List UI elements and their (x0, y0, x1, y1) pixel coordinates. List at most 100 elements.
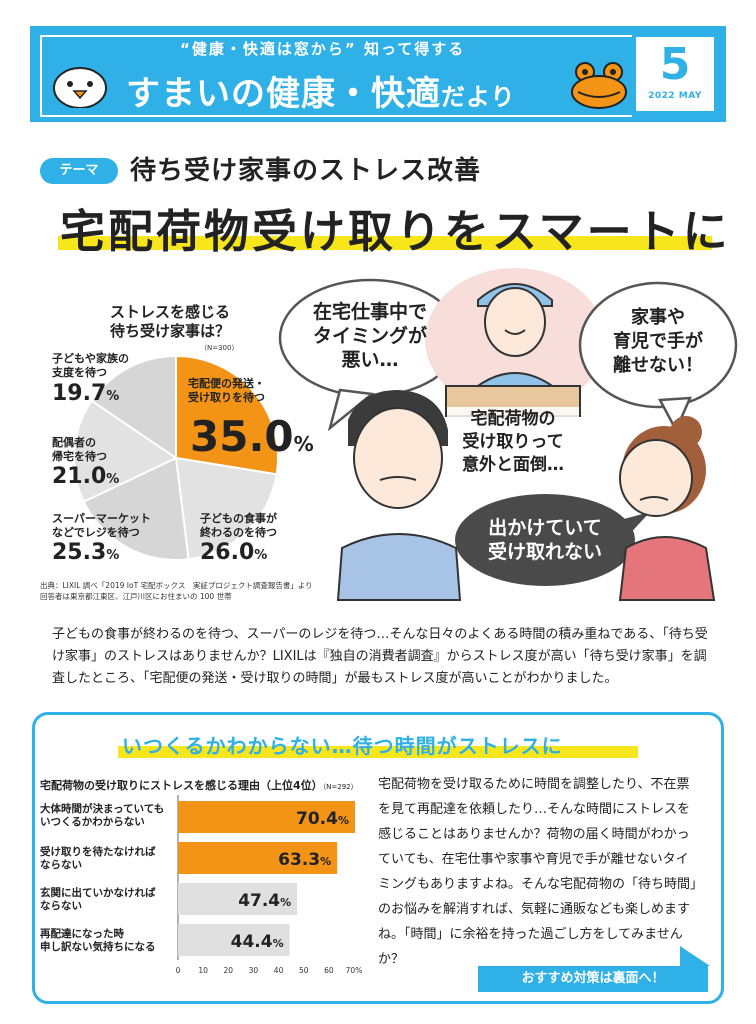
bubble-line: 離せない！ (613, 355, 703, 376)
pie-slice (175, 354, 279, 476)
issue-month-box: 5 2022 MAY (634, 35, 716, 113)
bubble-line: 受け取りって (462, 432, 564, 452)
intro-paragraph: 子どもの食事が終わるのを待つ、スーパーのレジを待つ…そんな日々のよくある時間の積… (52, 627, 708, 686)
bar-tick-label: 20 (224, 966, 234, 975)
bar-value-label: 63.3% (278, 850, 331, 870)
pie-value-delivery: 35.0% (190, 412, 314, 461)
bubble-text-housework: 家事や 育児で手が 離せない！ (596, 306, 720, 378)
pie-value-number: 35.0 (190, 412, 294, 461)
bar-chart-title-text: 宅配荷物の受け取りにストレスを感じる理由（上位4位） (40, 779, 323, 792)
source-line: 回答者は東京都江東区、江戸川区にお住まいの 100 世帯 (40, 592, 232, 601)
pie-question: ストレスを感じる 待ち受け家事は？ (110, 303, 230, 341)
pie-label-line: などでレジを待つ (52, 526, 140, 539)
bar (178, 924, 290, 956)
pie-value-child-meal: 26.0% (200, 540, 268, 565)
stress-panel (32, 712, 724, 1004)
bar-category-line: 再配達になった時 (40, 928, 124, 940)
theme-badge: テーマ (40, 158, 118, 184)
bubble-line: 家事や (631, 307, 685, 328)
pie-source: 出典：LIXIL 調べ「2019 IoT 宅配ボックス 実証プロジェクト調査報告… (40, 580, 313, 602)
issue-month: 5 (659, 39, 691, 90)
pie-label-line: 配偶者の (52, 436, 96, 449)
bubble-text-away: 出かけていて 受け取れない (470, 516, 620, 564)
speech-bubble-away (455, 494, 650, 586)
bubble-line: タイミングが (312, 325, 427, 347)
header-banner: “健康・快適は窓から” 知って得する すまいの健康・快適だより 5 2022 M… (30, 26, 726, 122)
brand-name: すまいの健康・快適だより (126, 66, 516, 115)
bar-chart-title: 宅配荷物の受け取りにストレスを感じる理由（上位4位）（N=292） (40, 777, 358, 793)
bar-tick-label: 30 (249, 966, 259, 975)
bubble-line: 悪い… (341, 349, 399, 371)
cta-arrow-icon (680, 946, 710, 966)
pie-sample-size: （N=300） (200, 344, 239, 352)
panel-body-text: 宅配荷物を受け取るために時間を調整したり、不在票を見て再配達を依頼したり…そんな… (378, 777, 697, 967)
bar-category: 受け取りを待たなければ ならない (40, 846, 156, 872)
panel-heading: いつくるかわからない…待つ時間がストレスに (122, 734, 563, 758)
pie-label-line: 子どもの食事が (200, 512, 277, 525)
pie-value-spouse: 21.0% (52, 464, 120, 489)
brand-main: すまいの健康・快適 (126, 74, 441, 114)
bubble-text-remote-work: 在宅仕事中で タイミングが 悪い… (292, 300, 448, 372)
next-page-link[interactable]: おすすめ対策は裏面へ！ (478, 966, 708, 992)
pie-label-line: 宅配便の発送・ (188, 377, 265, 390)
bar-category-line: ならない (40, 900, 82, 912)
bar-category-line: 大体時間が決まっていても (40, 803, 165, 815)
pie-slice (174, 456, 278, 561)
bar-category-line: いつくるかわからない (40, 816, 145, 828)
header-frame (40, 35, 632, 117)
pie-slice (73, 399, 179, 504)
bar-category: 玄関に出ていかなければ ならない (40, 887, 156, 913)
woman-illustration (618, 416, 716, 601)
pie-label-spouse: 配偶者の 帰宅を待つ (52, 436, 107, 464)
pie-slice (82, 456, 190, 561)
speech-bubble-housework (578, 281, 738, 433)
bubble-text-delivery: 宅配荷物の 受け取りって 意外と面倒… (447, 408, 579, 477)
pie-label-child-meal: 子どもの食事が 終わるのを待つ (200, 512, 277, 540)
bubble-line: 受け取れない (487, 541, 602, 563)
pie-label-line: 支度を待つ (52, 366, 107, 379)
pie-question-line2: 待ち受け家事は？ (110, 322, 231, 340)
bar-category-line: 玄関に出ていかなければ (40, 887, 156, 899)
bubble-line: 育児で手が (613, 331, 703, 352)
pie-label-delivery: 宅配便の発送・ 受け取りを待つ (188, 377, 265, 405)
delivery-label-box (447, 407, 579, 479)
pie-label-line: 受け取りを待つ (188, 391, 265, 404)
bar (178, 801, 356, 833)
pie-slice (90, 354, 177, 460)
bar-category-line: 受け取りを待たなければ (40, 846, 156, 858)
pie-label-line: 終わるのを待つ (200, 526, 277, 539)
bar-value-label: 44.4% (231, 932, 284, 952)
pie-value-number: 25.3 (52, 540, 107, 565)
bar (178, 842, 338, 874)
pie-value-number: 19.7 (52, 381, 107, 406)
pie-value-supermarket: 25.3% (52, 540, 120, 565)
pie-question-line1: ストレスを感じる (110, 303, 231, 321)
pie-value-number: 26.0 (200, 540, 255, 565)
bar-category: 大体時間が決まっていても いつくるかわからない (40, 803, 164, 829)
bar-chart-sample-size: （N=292） (322, 783, 358, 791)
bar-category-line: 申し訳ない気持ちになる (40, 941, 156, 953)
bubble-line: 出かけていて (488, 517, 602, 539)
brand-tail: だより (441, 83, 516, 111)
bar-category: 再配達になった時 申し訳ない気持ちになる (40, 928, 156, 954)
bar-tick-label: 40 (274, 966, 284, 975)
panel-heading-highlight (118, 746, 638, 758)
bar-tick-label: 70% (346, 966, 363, 975)
page-title: 宅配荷物受け取りをスマートに (60, 205, 731, 258)
bar (178, 883, 298, 915)
bubble-line: 宅配荷物の (470, 409, 556, 429)
bar-tick-label: 60 (324, 966, 334, 975)
frog-icon (571, 62, 627, 109)
pie-label-family-prep: 子どもや家族の 支度を待つ (52, 352, 129, 380)
pie-value-family-prep: 19.7% (52, 381, 120, 406)
bubble-line: 意外と面倒… (462, 455, 564, 475)
pie-label-line: 帰宅を待つ (52, 450, 107, 463)
header-tagline: “健康・快適は窓から” 知って得する (180, 40, 466, 58)
pie-label-line: 子どもや家族の (52, 352, 129, 365)
chick-icon (53, 67, 107, 108)
bar-tick-label: 50 (299, 966, 309, 975)
title-highlight (58, 236, 712, 250)
man-illustration (336, 390, 462, 601)
